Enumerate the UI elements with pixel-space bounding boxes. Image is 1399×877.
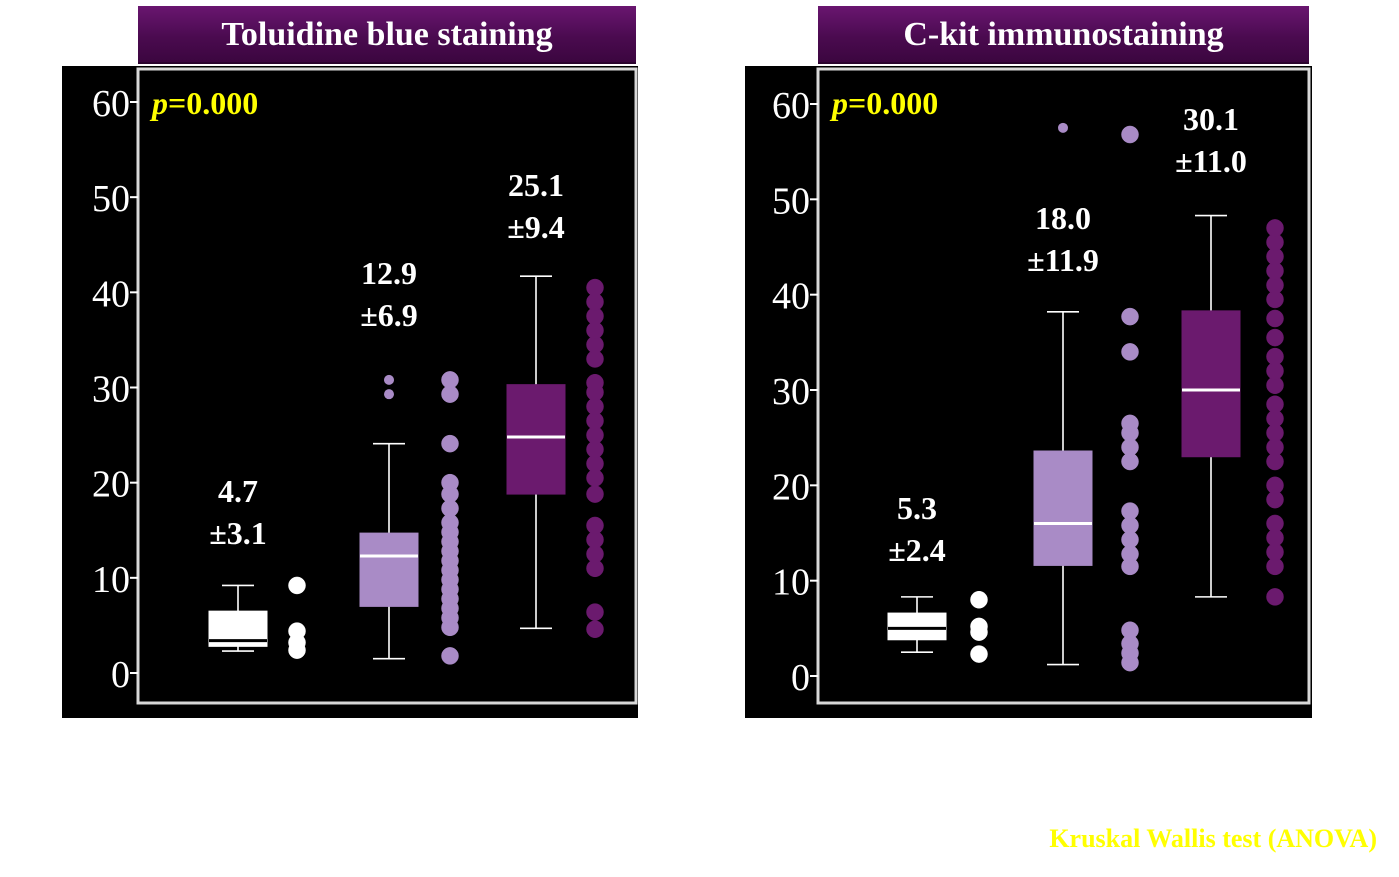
data-point bbox=[970, 590, 988, 609]
outlier-point bbox=[384, 389, 394, 400]
y-tick-label: 30 bbox=[772, 371, 810, 413]
box-plot-toluidine: 0 10 20 30 40 50 60 p=0.000 4.7 ±3.1 12.9 ±6.9 25.1 ±… bbox=[92, 67, 638, 705]
data-point bbox=[586, 373, 604, 392]
outlier-point bbox=[384, 374, 394, 385]
data-point bbox=[441, 434, 459, 453]
data-point bbox=[288, 576, 306, 595]
data-point bbox=[1266, 347, 1284, 366]
y-tick-label: 10 bbox=[92, 559, 130, 601]
data-point bbox=[1121, 502, 1139, 520]
y-tick-label: 60 bbox=[772, 85, 810, 127]
box-plot-ckit: 0 10 20 30 40 50 60 p=0.000 5.3 ±2.4 18.0 ±11.9 30.1… bbox=[772, 67, 1311, 705]
sd-label: ±11.9 bbox=[1027, 242, 1099, 278]
mean-label: 25.1 bbox=[508, 167, 564, 203]
y-tick-label: 0 bbox=[111, 654, 130, 696]
data-point bbox=[970, 617, 988, 636]
mean-label: 5.3 bbox=[897, 490, 937, 526]
mean-label: 4.7 bbox=[218, 473, 258, 509]
data-point bbox=[1266, 328, 1284, 347]
data-point bbox=[586, 278, 604, 297]
chart-title: Toluidine blue staining bbox=[221, 16, 553, 53]
data-point bbox=[1266, 395, 1284, 414]
outlier-point bbox=[1058, 122, 1068, 133]
y-tick-label: 20 bbox=[772, 466, 810, 508]
y-tick-label: 20 bbox=[92, 464, 130, 506]
data-point bbox=[586, 485, 604, 503]
p-value-label: p=0.000 bbox=[149, 85, 258, 121]
data-point bbox=[441, 473, 459, 492]
y-tick-label: 0 bbox=[791, 657, 810, 699]
iqr-box bbox=[1181, 310, 1241, 458]
sd-label: ±6.9 bbox=[360, 297, 418, 333]
p-value-number: =0.000 bbox=[848, 85, 938, 121]
panel-title-ckit: C-kit immunostaining bbox=[818, 6, 1309, 64]
data-point bbox=[441, 371, 459, 389]
data-point bbox=[1121, 343, 1139, 361]
data-point bbox=[1121, 307, 1139, 326]
y-tick-label: 40 bbox=[92, 273, 130, 315]
data-point bbox=[586, 603, 604, 621]
y-tick-label: 50 bbox=[92, 178, 130, 220]
panel-title-toluidine: Toluidine blue staining bbox=[138, 6, 636, 64]
data-point bbox=[288, 622, 306, 640]
p-value-symbol: p bbox=[149, 85, 168, 121]
data-point bbox=[441, 647, 459, 665]
mean-label: 18.0 bbox=[1035, 200, 1091, 236]
iqr-box bbox=[506, 384, 566, 495]
y-tick-label: 30 bbox=[92, 369, 130, 411]
y-tick-label: 10 bbox=[772, 562, 810, 604]
plot-frame bbox=[816, 67, 1311, 705]
p-value-symbol: p bbox=[829, 85, 848, 121]
sd-label: ±2.4 bbox=[888, 532, 946, 568]
mean-label: 12.9 bbox=[361, 255, 417, 291]
p-value-label: p=0.000 bbox=[829, 85, 938, 121]
data-point bbox=[586, 516, 604, 535]
data-point bbox=[1266, 514, 1284, 533]
y-tick-label: 40 bbox=[772, 276, 810, 318]
iqr-box bbox=[359, 532, 419, 607]
data-point bbox=[586, 620, 604, 638]
chart-title: C-kit immunostaining bbox=[903, 16, 1224, 53]
sd-label: ±9.4 bbox=[507, 209, 565, 245]
statistical-test-footnote: Kruskal Wallis test (ANOVA) bbox=[1049, 824, 1377, 853]
y-tick-label: 60 bbox=[92, 83, 130, 125]
data-point bbox=[1266, 588, 1284, 606]
data-point bbox=[1121, 621, 1139, 639]
iqr-box bbox=[1033, 450, 1093, 566]
data-point bbox=[1266, 476, 1284, 495]
p-value-number: =0.000 bbox=[168, 85, 258, 121]
y-tick-label: 50 bbox=[772, 180, 810, 222]
mean-label: 30.1 bbox=[1183, 101, 1239, 137]
data-point bbox=[1121, 125, 1139, 144]
plot-frame bbox=[136, 67, 638, 705]
data-point bbox=[1266, 309, 1284, 328]
data-point bbox=[1266, 219, 1284, 237]
data-point bbox=[970, 645, 988, 663]
data-point bbox=[1121, 414, 1139, 433]
sd-label: ±3.1 bbox=[209, 515, 267, 551]
iqr-box bbox=[887, 612, 947, 641]
sd-label: ±11.0 bbox=[1175, 143, 1247, 179]
